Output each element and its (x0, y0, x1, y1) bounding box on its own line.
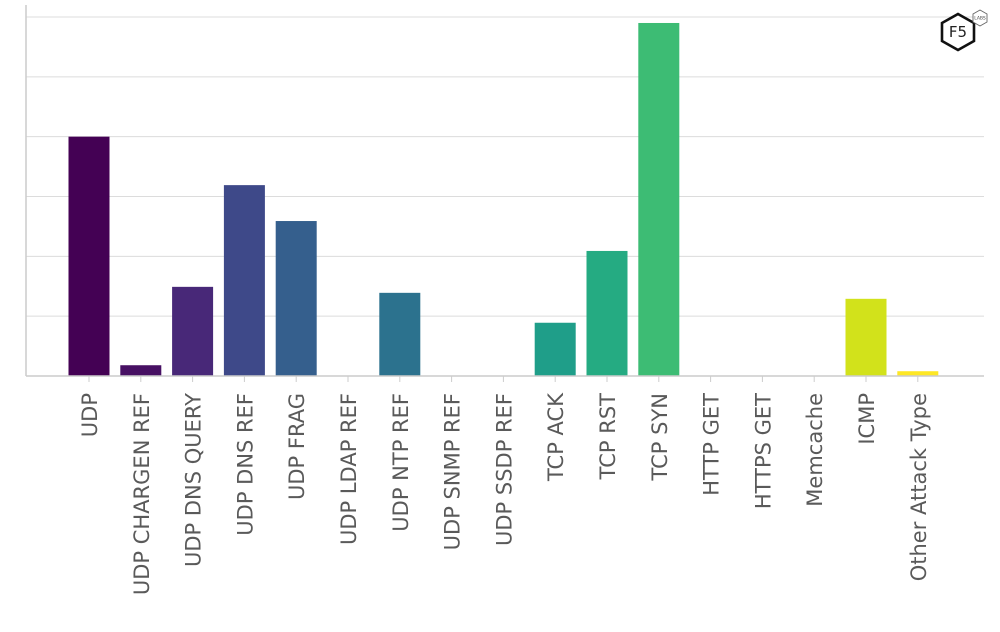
x-tick-labels: UDP UDP CHARGEN REF UDP DNS QUERY UDP DNS R… (78, 376, 931, 595)
x-tick-label: UDP SSDP REF (492, 393, 516, 546)
x-tick-label: Memcache (803, 393, 827, 507)
x-tick-label: TCP SYN (648, 393, 672, 481)
bar (172, 286, 214, 376)
x-tick-label: UDP LDAP REF (337, 393, 361, 545)
x-tick-label: UDP DNS REF (233, 393, 257, 536)
bar (223, 185, 265, 376)
x-tick-label: Other Attack Type (907, 393, 931, 581)
x-tick-label: UDP SNMP REF (441, 393, 465, 550)
bar (897, 371, 939, 376)
x-tick-label: HTTP GET (700, 393, 724, 496)
axes (25, 5, 984, 377)
bar (586, 250, 628, 376)
x-tick-label: ICMP (855, 393, 879, 445)
bar (379, 292, 421, 376)
gridlines (26, 16, 984, 317)
f5-labs-logo: F5 LABS (940, 9, 988, 52)
bar (68, 136, 110, 376)
x-tick-label: UDP CHARGEN REF (130, 393, 154, 595)
bar (120, 365, 162, 376)
bar (845, 298, 887, 376)
x-tick-label: UDP NTP REF (389, 393, 413, 532)
x-tick-label: HTTPS GET (751, 393, 775, 509)
bars (68, 22, 939, 376)
bar (638, 22, 680, 376)
logo-badge: LABS (974, 16, 986, 22)
x-tick-label: TCP RST (596, 393, 620, 481)
x-tick-label: UDP FRAG (285, 393, 309, 500)
x-tick-label: UDP (78, 393, 102, 437)
logo-text: F5 (949, 23, 967, 41)
x-tick-label: UDP DNS QUERY (182, 393, 206, 567)
bar (534, 322, 576, 376)
bar (275, 221, 317, 376)
x-tick-label: TCP ACK (544, 392, 568, 482)
